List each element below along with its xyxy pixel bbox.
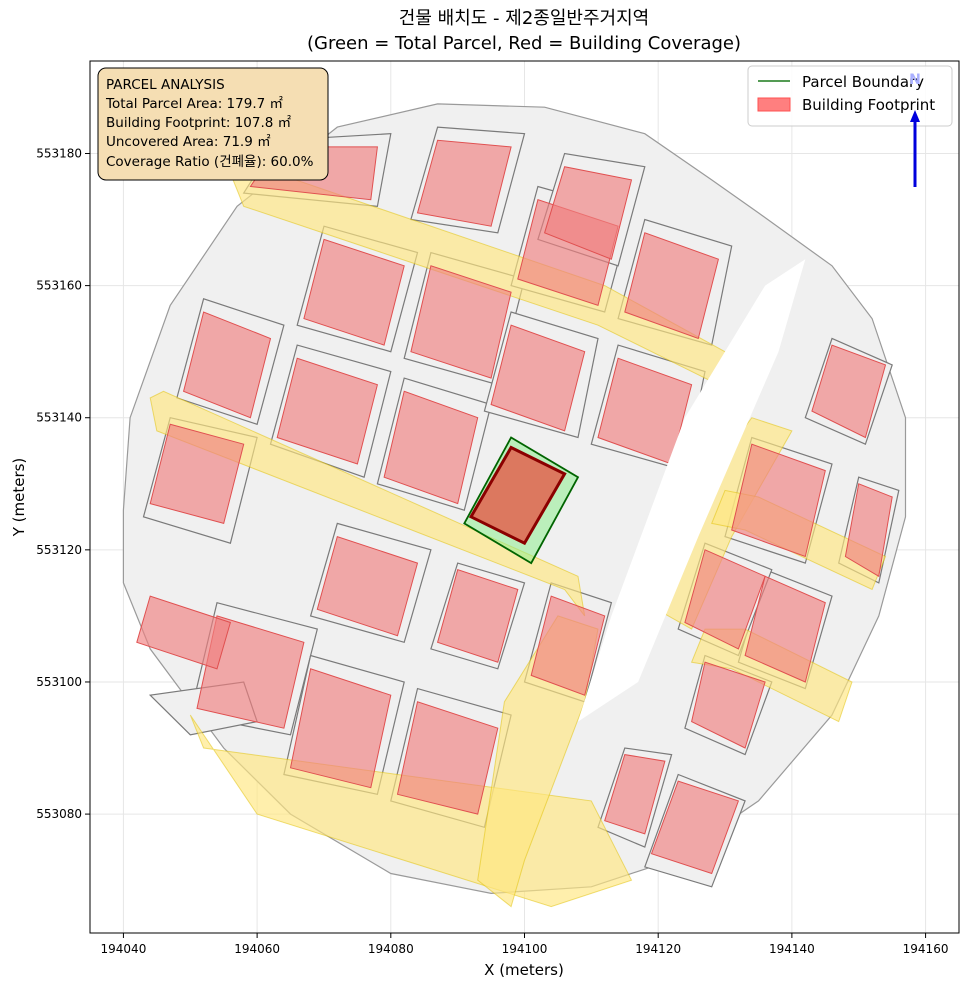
map-layer bbox=[122, 103, 907, 908]
x-tick-label: 194120 bbox=[635, 942, 681, 956]
context-building bbox=[289, 668, 392, 789]
y-tick-label: 553120 bbox=[36, 543, 82, 557]
x-tick-label: 194160 bbox=[903, 942, 949, 956]
context-building bbox=[811, 344, 887, 439]
context-building bbox=[490, 324, 586, 432]
x-tick-label: 194100 bbox=[502, 942, 548, 956]
context-building bbox=[183, 311, 272, 419]
context-building bbox=[303, 238, 405, 346]
info-line-total-area: Total Parcel Area: 179.7 ㎡ bbox=[105, 96, 283, 112]
legend-label-parcel-boundary: Parcel Boundary bbox=[802, 73, 924, 91]
x-tick-label: 194140 bbox=[769, 942, 815, 956]
y-tick-label: 553080 bbox=[36, 807, 82, 821]
y-tick-label: 553100 bbox=[36, 675, 82, 689]
x-tick-label: 194040 bbox=[101, 942, 147, 956]
x-tick-label: 194060 bbox=[234, 942, 280, 956]
context-building bbox=[604, 754, 666, 835]
x-axis-label: X (meters) bbox=[484, 961, 564, 979]
north-arrow: N bbox=[909, 72, 921, 187]
context-building bbox=[691, 661, 766, 749]
north-arrow-label: N bbox=[909, 72, 921, 88]
y-tick-label: 553160 bbox=[36, 279, 82, 293]
context-building bbox=[410, 265, 512, 379]
context-building bbox=[624, 232, 719, 340]
info-line-uncovered: Uncovered Area: 71.9 ㎡ bbox=[106, 134, 271, 150]
context-building bbox=[316, 535, 419, 637]
parcel-analysis-box: PARCEL ANALYSIS Total Parcel Area: 179.7… bbox=[97, 67, 329, 181]
legend-label-building-footprint: Building Footprint bbox=[802, 96, 935, 114]
y-axis-label: Y (meters) bbox=[10, 458, 28, 538]
info-line-heading: PARCEL ANALYSIS bbox=[106, 77, 225, 93]
context-building bbox=[436, 569, 519, 663]
context-building bbox=[597, 357, 693, 465]
legend-frame bbox=[747, 65, 953, 127]
context-building bbox=[396, 701, 499, 815]
y-tick-label: 553140 bbox=[36, 411, 82, 425]
info-line-coverage-ratio: Coverage Ratio (건폐율): 60.0% bbox=[106, 154, 314, 170]
open-gap bbox=[578, 259, 806, 722]
context-building bbox=[530, 595, 606, 696]
context-building bbox=[149, 423, 245, 525]
x-tick-label: 194080 bbox=[368, 942, 414, 956]
chart-title-line1: 건물 배치도 - 제2종일반주거지역 bbox=[399, 8, 649, 29]
context-building bbox=[650, 780, 740, 875]
context-building bbox=[276, 357, 378, 465]
info-box-background bbox=[97, 67, 329, 181]
y-axis-ticks: 553080 553100 553120 553140 553160 553180 bbox=[36, 146, 90, 821]
context-building bbox=[744, 575, 826, 683]
context-building bbox=[416, 139, 512, 227]
info-line-footprint: Building Footprint: 107.8 ㎡ bbox=[106, 115, 292, 131]
legend: Parcel Boundary Building Footprint bbox=[747, 65, 953, 127]
legend-swatch-building-footprint bbox=[757, 97, 791, 112]
chart-title-line2: (Green = Total Parcel, Red = Building Co… bbox=[307, 33, 741, 54]
target-building bbox=[468, 445, 567, 546]
context-building bbox=[543, 166, 633, 260]
context-building bbox=[383, 390, 479, 505]
context-building bbox=[844, 483, 893, 578]
context-building bbox=[136, 595, 232, 670]
y-tick-label: 553180 bbox=[36, 146, 82, 160]
north-arrow-head bbox=[910, 110, 920, 122]
context-building bbox=[684, 549, 766, 650]
context-building bbox=[731, 443, 826, 558]
x-axis-ticks: 194040 194060 194080 194100 194120 194140 1941… bbox=[101, 933, 949, 956]
